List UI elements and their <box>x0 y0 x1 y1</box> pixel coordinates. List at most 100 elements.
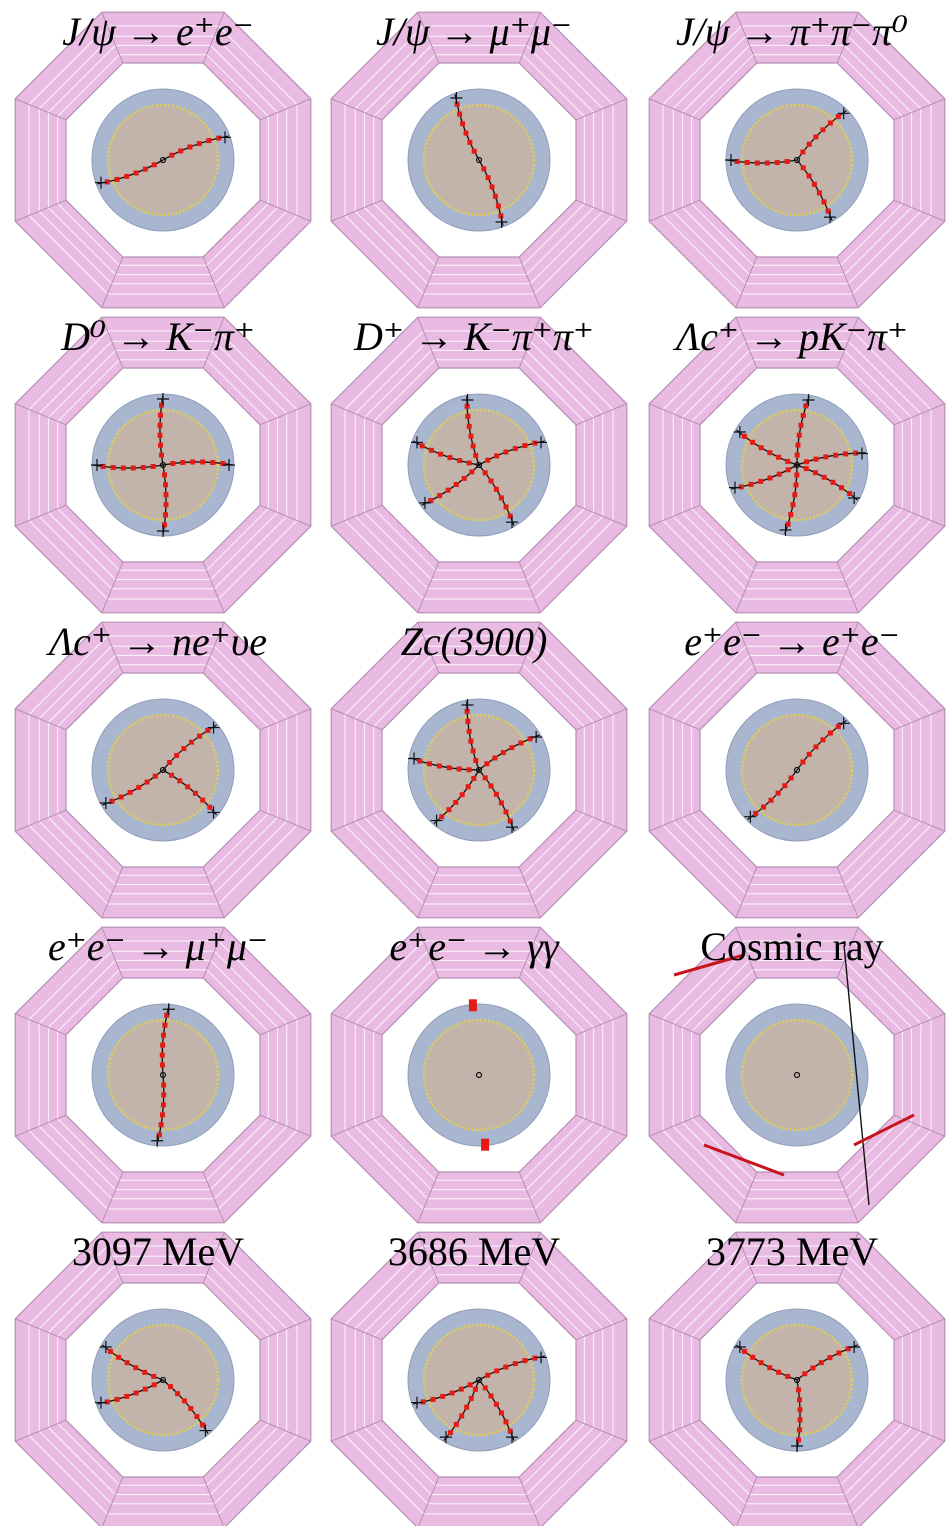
muon-hit <box>703 1143 785 1177</box>
emc-cluster-marker <box>506 516 518 529</box>
mdc-hit <box>158 412 163 418</box>
panel-jpsi-pipipi0: J/ψ → π⁺π⁻π⁰ <box>634 0 950 309</box>
mdc-hit <box>120 465 126 471</box>
mdc-hit <box>734 159 740 164</box>
muon-frame-spoke <box>417 1476 440 1526</box>
mdc-hit <box>820 127 826 133</box>
muon-frame-spoke <box>735 256 758 309</box>
muon-frame-spoke <box>101 1231 124 1284</box>
mdc-hit <box>797 1397 802 1403</box>
mdc-hit <box>845 1346 851 1352</box>
emc-cluster-marker <box>99 797 112 809</box>
mdc-hit <box>512 446 518 452</box>
muon-frame-spoke <box>648 809 701 832</box>
mdc-hit <box>446 765 452 771</box>
panel-title: e⁺e⁻ → μ⁺μ⁻ <box>47 924 269 969</box>
panel-jpsi-ee: J/ψ → e⁺e⁻ <box>0 0 316 309</box>
muon-frame-spoke <box>330 1114 383 1137</box>
detector-display <box>330 1231 628 1526</box>
mdc-hit <box>190 459 196 465</box>
muon-frame-spoke <box>330 403 383 426</box>
muon-frame-spoke <box>330 1013 383 1036</box>
mdc-hit <box>488 478 494 484</box>
muon-frame-spoke <box>330 199 383 222</box>
mdc-hit <box>494 453 500 459</box>
emc-shower <box>481 1138 490 1151</box>
emc-cluster-marker <box>733 426 746 438</box>
mdc-hit <box>163 512 168 518</box>
muon-frame-spoke <box>836 1171 859 1224</box>
mdc-hit <box>532 1355 538 1361</box>
mdc-hit <box>151 162 157 168</box>
emc-cluster-marker <box>535 436 548 449</box>
muon-frame-spoke <box>101 561 124 614</box>
muon-frame-spoke <box>417 1171 440 1224</box>
mdc-hit <box>206 138 212 144</box>
mdc-hit <box>464 1404 470 1410</box>
mdc-hit <box>150 464 156 469</box>
muon-frame-spoke <box>648 1114 701 1137</box>
panel-title: e⁺e⁻ → e⁺e⁻ <box>684 619 900 664</box>
interaction-point <box>475 156 483 164</box>
mdc-hit <box>825 208 831 214</box>
muon-frame-spoke <box>518 926 541 979</box>
muon-frame-spoke <box>575 1419 628 1442</box>
muon-frame-spoke <box>575 199 628 222</box>
mdc-hit <box>482 1385 488 1391</box>
muon-frame-spoke <box>648 98 701 121</box>
mdc-hit <box>162 472 167 478</box>
mdc-hit <box>468 738 474 744</box>
mdc-hit <box>160 1102 166 1108</box>
mdc-hit <box>835 114 841 120</box>
mdc-hit <box>527 736 533 742</box>
mdc-hit <box>439 814 445 820</box>
mdc-hit <box>767 475 773 481</box>
charged-track <box>796 719 847 771</box>
muon-frame-spoke <box>648 1013 701 1036</box>
mdc-hit <box>453 1421 459 1427</box>
drift-ring <box>106 1018 220 1132</box>
drift-ring <box>740 713 854 827</box>
muon-frame-spoke <box>648 504 701 527</box>
mdc-hit <box>813 134 819 140</box>
panel-title: 3097 MeV <box>71 1229 245 1274</box>
mdc-hit <box>797 1427 802 1433</box>
mdc-hit <box>136 784 142 790</box>
emc-cluster-marker <box>848 1341 861 1353</box>
mdc-hit <box>758 1360 764 1366</box>
mdc-hit <box>456 766 462 772</box>
detector-display <box>14 316 312 614</box>
mdc-hit <box>776 454 782 460</box>
mdc-hit <box>500 750 506 756</box>
emc-cluster-marker <box>157 525 169 537</box>
mdc-hit <box>507 1428 513 1434</box>
mdc-hit <box>803 403 809 409</box>
mdc-hit <box>522 1358 528 1364</box>
mdc-hit <box>806 141 812 147</box>
muon-frame-spoke <box>417 866 440 919</box>
mdc-hit <box>159 1062 165 1068</box>
muon-frame-spoke <box>417 256 440 309</box>
mdc-hit <box>744 160 750 165</box>
mdc-hit <box>793 482 799 488</box>
mdc-hit <box>507 818 513 824</box>
muon-frame-spoke <box>893 403 946 426</box>
mdc-hit <box>803 466 809 472</box>
mdc-hit <box>210 460 216 465</box>
mdc-hit <box>838 485 844 491</box>
muon-frame-spoke <box>101 621 124 674</box>
emc-cluster-marker <box>418 496 431 509</box>
mdc-hit <box>181 1398 187 1404</box>
mdc-hit <box>180 460 186 465</box>
mdc-hit <box>152 773 158 779</box>
detector-display <box>648 316 946 614</box>
muon-frame-spoke <box>735 1171 758 1224</box>
detector-display <box>14 926 312 1224</box>
muon-frame-spoke <box>518 256 541 309</box>
mdc-hit <box>189 739 194 745</box>
mdc-hit <box>142 1369 148 1375</box>
muon-frame-spoke <box>735 1231 758 1284</box>
mdc-hit <box>133 1390 139 1396</box>
mdc-hit <box>753 810 759 816</box>
mdc-hit <box>522 443 528 449</box>
